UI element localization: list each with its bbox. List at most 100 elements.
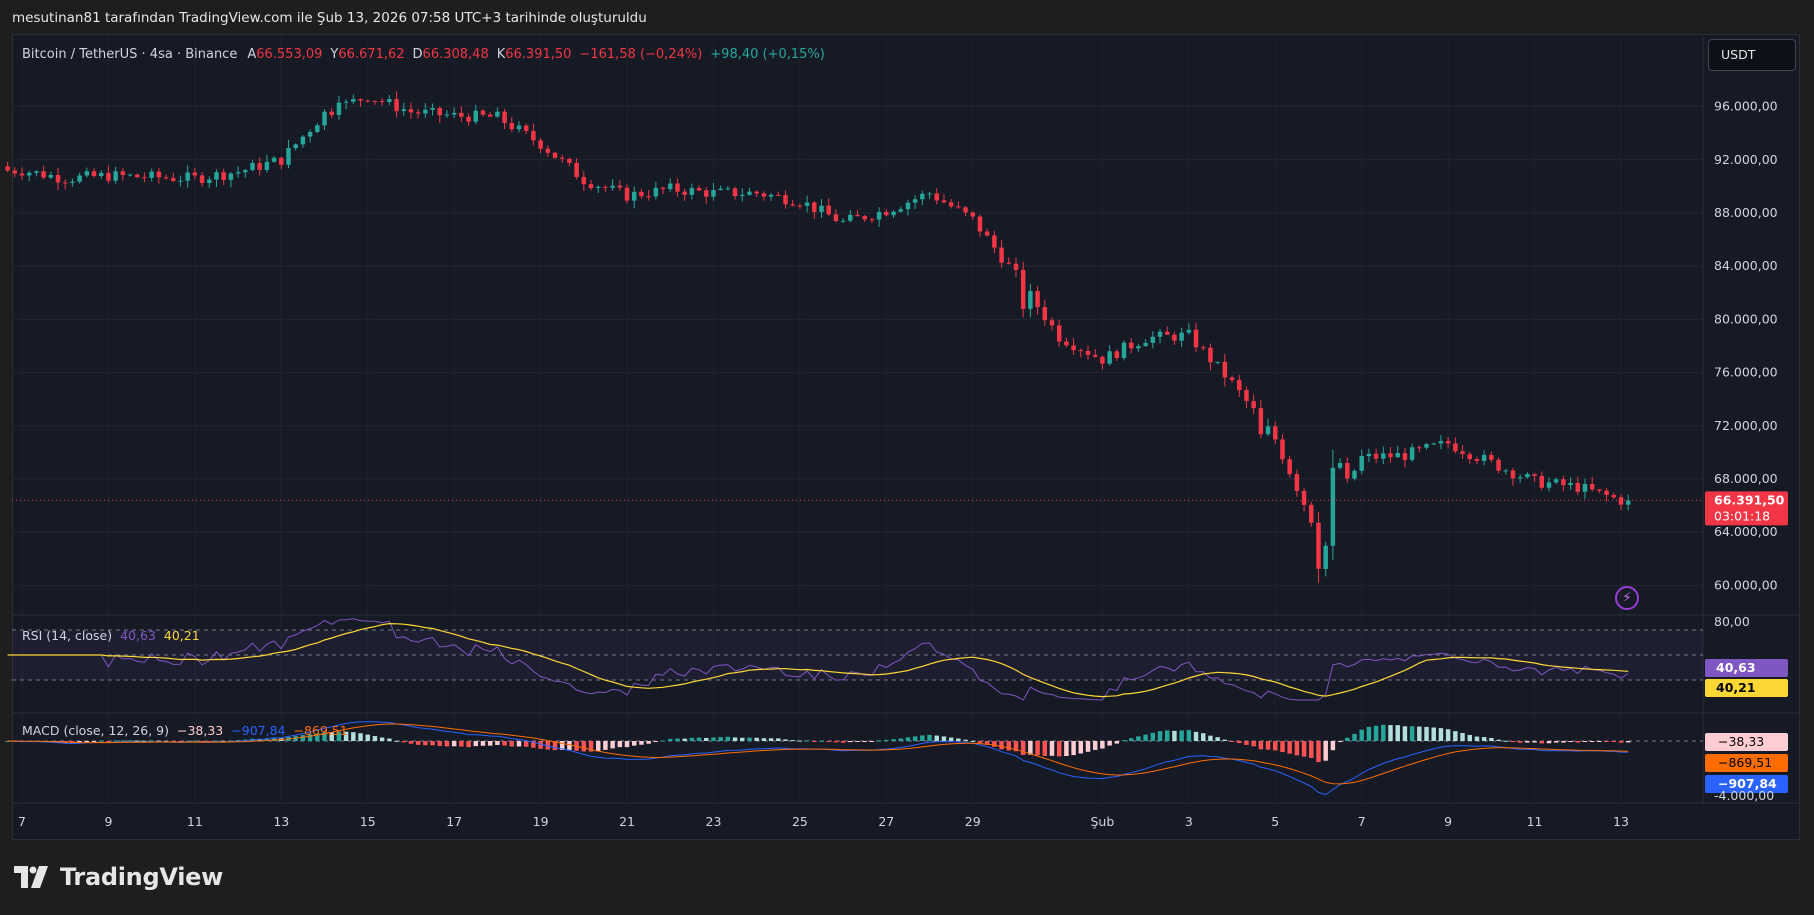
macd-histogram-bar [1517, 741, 1523, 743]
macd-histogram-bar [1056, 741, 1062, 757]
macd-histogram-bar [1345, 737, 1350, 741]
macd-histogram-bar [459, 741, 464, 747]
macd-histogram-bar [1503, 740, 1508, 742]
macd-histogram-bar [163, 740, 169, 742]
candle-body [1150, 336, 1156, 343]
macd-histogram-bar [1352, 733, 1357, 741]
currency-button[interactable]: USDT [1708, 39, 1796, 71]
macd-histogram-bar [1201, 733, 1206, 741]
candle-body [689, 188, 695, 195]
candle-body [754, 191, 759, 194]
candle-body [1020, 269, 1026, 309]
macd-histogram-bar [804, 740, 810, 742]
candle-body [372, 100, 378, 102]
macd-histogram-bar [1265, 741, 1271, 750]
candle-body [1078, 350, 1084, 352]
time-tick-label: 5 [1271, 814, 1279, 829]
candle-body [1035, 291, 1040, 308]
macd-histogram-bar [91, 741, 97, 742]
macd-histogram-bar [790, 740, 795, 742]
candle-body [1143, 342, 1148, 347]
candle-body [1013, 263, 1019, 270]
macd-histogram-bar [228, 740, 234, 742]
candle-body [531, 130, 536, 141]
candle-body [704, 190, 709, 197]
macd-histogram-bar [466, 741, 471, 748]
candle-body [135, 174, 140, 178]
macd-histogram-bar [509, 741, 515, 747]
low-label: D [413, 47, 423, 62]
candle-body [1100, 356, 1105, 364]
rsi-ma-value: 40,21 [164, 628, 200, 643]
candle-body [653, 187, 659, 197]
candle-body [740, 194, 745, 197]
candle-body [1402, 453, 1408, 460]
chart-frame[interactable] [12, 34, 1800, 840]
macd-histogram-bar [113, 740, 118, 742]
candle-body [1474, 459, 1480, 461]
macd-histogram-bar [948, 737, 954, 741]
candle-body [5, 166, 10, 171]
candle-body [855, 214, 860, 217]
macd-histogram-bar [1092, 741, 1098, 750]
candle-body [956, 206, 961, 208]
rsi-scale-label: 80,00 [1714, 614, 1750, 629]
candle-body [1381, 453, 1386, 459]
macd-histogram-bar [1222, 739, 1228, 741]
macd-histogram-bar [1395, 725, 1400, 741]
macd-histogram-bar [869, 741, 875, 742]
macd-histogram-bar [401, 741, 406, 743]
candle-body [1251, 401, 1256, 409]
macd-histogram-bar [1172, 730, 1177, 741]
candle-body [898, 209, 903, 212]
candle-body [1481, 454, 1487, 461]
macd-histogram-bar [970, 740, 975, 742]
price-tick-label: 88.000,00 [1714, 205, 1778, 220]
macd-histogram-bar [1582, 741, 1588, 742]
candle-body [783, 195, 788, 205]
candle-body [1424, 444, 1429, 448]
candle-body [1121, 342, 1127, 358]
macd-histogram-bar [920, 735, 925, 741]
candle-body [1388, 453, 1393, 458]
macd-histogram-bar [977, 741, 983, 744]
macd-histogram-bar [1013, 741, 1019, 752]
macd-hist-value: −38,33 [177, 723, 223, 738]
lightning-icon[interactable]: ⚡ [1615, 586, 1639, 610]
macd-histogram-bar [408, 741, 414, 744]
candle-body [84, 171, 90, 176]
macd-histogram-bar [1208, 735, 1213, 741]
macd-histogram-bar [430, 741, 435, 746]
candle-body [1337, 463, 1343, 468]
time-tick-label: 25 [792, 814, 808, 829]
candle-body [250, 162, 255, 171]
macd-tag [1705, 775, 1788, 793]
macd-histogram-bar [1237, 741, 1242, 744]
candle-body [912, 199, 918, 203]
candle-body [1164, 331, 1170, 335]
macd-histogram-bar [1474, 736, 1480, 741]
macd-histogram-bar [1510, 741, 1516, 743]
macd-histogram-bar [1424, 726, 1429, 741]
candle-body [1618, 497, 1624, 505]
macd-histogram-bar [725, 736, 731, 741]
macd-histogram-bar [631, 741, 637, 746]
candle-body [660, 187, 666, 190]
macd-histogram-bar [264, 738, 270, 741]
candle-body [48, 174, 54, 178]
macd-hist-tag [1705, 733, 1788, 751]
candle-body [495, 111, 500, 117]
high-label: Y [329, 47, 338, 62]
candle-body [113, 171, 118, 181]
candle-body [790, 204, 795, 206]
candle-body [487, 114, 493, 117]
candle-body [1539, 475, 1545, 488]
macd-histogram-bar [415, 741, 421, 745]
candle-body [1128, 342, 1134, 349]
candle-body [70, 181, 75, 183]
candle-body [1582, 484, 1588, 492]
macd-histogram-bar [120, 740, 126, 742]
candle-body [891, 211, 896, 216]
candle-body [451, 112, 457, 115]
